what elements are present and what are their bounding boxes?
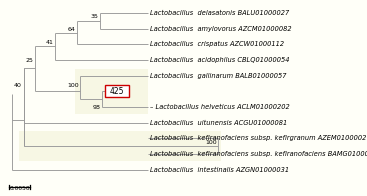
Text: Lactobacillus  kefiranofaciens subsp. kefiranofaciens BAMG01000091: Lactobacillus kefiranofaciens subsp. kef… bbox=[150, 151, 367, 157]
Text: 40: 40 bbox=[14, 83, 22, 88]
Text: 100: 100 bbox=[67, 83, 79, 88]
Bar bbox=[105, 85, 129, 97]
Text: 425: 425 bbox=[110, 87, 124, 96]
Text: Lactobacillus  uitunensis ACGU01000081: Lactobacillus uitunensis ACGU01000081 bbox=[150, 120, 287, 126]
Text: 0.0050: 0.0050 bbox=[9, 186, 30, 191]
Text: 41: 41 bbox=[46, 40, 54, 44]
Text: – Lactobacillus helveticus ACLM01000202: – Lactobacillus helveticus ACLM01000202 bbox=[150, 104, 290, 110]
Text: Lactobacillus  crispatus AZCW01000112: Lactobacillus crispatus AZCW01000112 bbox=[150, 41, 284, 47]
Text: 64: 64 bbox=[67, 27, 75, 32]
Text: Lactobacillus  intestinalis AZGN01000031: Lactobacillus intestinalis AZGN01000031 bbox=[150, 167, 289, 173]
Text: Lactobacillus  delasatonis BALU01000027: Lactobacillus delasatonis BALU01000027 bbox=[150, 10, 289, 16]
Text: Lactobacillus  gallinarum BALB01000057: Lactobacillus gallinarum BALB01000057 bbox=[150, 73, 286, 79]
Bar bbox=[75, 69, 148, 114]
Text: 25: 25 bbox=[26, 57, 34, 63]
Text: Lactobacillus  amylovorus AZCM01000082: Lactobacillus amylovorus AZCM01000082 bbox=[150, 26, 291, 32]
Bar bbox=[19, 131, 221, 161]
Text: Lactobacillus  kefiranofaciens subsp. kefirgranum AZEM01000027: Lactobacillus kefiranofaciens subsp. kef… bbox=[150, 135, 367, 141]
Text: 98: 98 bbox=[92, 104, 100, 110]
Text: 35: 35 bbox=[91, 15, 98, 19]
Text: 100: 100 bbox=[205, 140, 217, 145]
Text: Lactobacillus  acidophilus CBLQ01000054: Lactobacillus acidophilus CBLQ01000054 bbox=[150, 57, 289, 63]
